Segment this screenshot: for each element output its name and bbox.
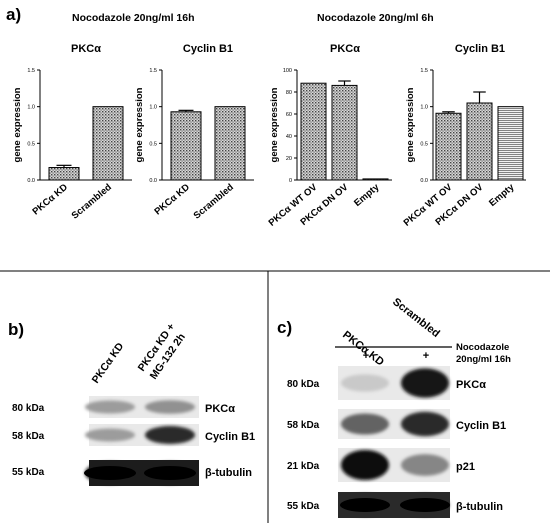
band xyxy=(401,368,449,398)
lane-label: PKCα KD xyxy=(340,329,386,369)
chart-1: PKCα gene expression 0.0 0.5 1.0 1.5 PKCα KD Sc… xyxy=(12,43,132,222)
bar xyxy=(300,82,327,181)
band xyxy=(400,498,450,512)
band xyxy=(341,374,389,392)
panel-label-c: c) xyxy=(277,318,292,337)
x-tick-label: Empty xyxy=(487,181,517,209)
bar xyxy=(497,106,524,181)
band xyxy=(85,428,135,442)
y-tick-label: 0.0 xyxy=(420,178,428,184)
y-tick-label: 1.0 xyxy=(27,105,35,111)
plus-sign: + xyxy=(423,350,429,362)
y-tick-label: 1.0 xyxy=(149,105,157,111)
y-axis-label: gene expression xyxy=(269,87,280,162)
band xyxy=(145,400,195,414)
band xyxy=(401,454,449,476)
y-tick-label: 1.5 xyxy=(27,68,35,74)
y-tick-label: 0.5 xyxy=(420,141,428,147)
bar xyxy=(435,112,462,181)
mw-label: 58 kDa xyxy=(12,431,45,442)
mw-label: 80 kDa xyxy=(287,379,320,390)
chart-title: Cyclin B1 xyxy=(183,43,233,55)
plus-sign: + xyxy=(363,350,369,362)
y-tick-label: 0.0 xyxy=(27,178,35,184)
treatment-label: 20ng/ml 16h xyxy=(456,354,511,365)
bar xyxy=(48,167,80,181)
heading-right: Nocodazole 20ng/ml 6h xyxy=(317,12,434,24)
protein-label: β-tubulin xyxy=(205,467,252,479)
protein-label: Cyclin B1 xyxy=(456,420,506,432)
lane-label: Scrambled xyxy=(390,296,442,340)
protein-label: PKCα xyxy=(456,379,486,391)
y-tick-label: 0.5 xyxy=(27,141,35,147)
x-tick-label: Empty xyxy=(352,181,382,209)
y-axis-label: gene expression xyxy=(405,87,416,162)
heading-left: Nocodazole 20ng/ml 16h xyxy=(72,12,195,24)
treatment-label: Nocodazole xyxy=(456,342,509,353)
protein-label: β-tubulin xyxy=(456,501,503,513)
y-tick-label: 40 xyxy=(286,134,292,140)
y-tick-label: 100 xyxy=(283,68,292,74)
y-tick-label: 1.5 xyxy=(149,68,157,74)
band xyxy=(341,413,389,435)
band xyxy=(145,426,195,444)
band xyxy=(340,498,390,512)
y-tick-label: 60 xyxy=(286,112,292,118)
bar xyxy=(92,106,124,181)
band xyxy=(401,411,449,437)
chart-title: PKCα xyxy=(71,43,101,55)
chart-title: PKCα xyxy=(330,43,360,55)
band xyxy=(84,466,136,480)
mw-label: 58 kDa xyxy=(287,420,320,431)
protein-label: Cyclin B1 xyxy=(205,431,255,443)
lane-label: PKCα KD xyxy=(90,340,127,385)
y-axis-label: gene expression xyxy=(12,87,23,162)
y-tick-label: 0.5 xyxy=(149,141,157,147)
y-tick-label: 20 xyxy=(286,156,292,162)
mw-label: 55 kDa xyxy=(287,501,320,512)
mw-label: 21 kDa xyxy=(287,461,320,472)
y-tick-label: 1.0 xyxy=(420,105,428,111)
y-tick-label: 80 xyxy=(286,90,292,96)
x-tick-label: PKCα KD xyxy=(30,182,70,218)
mw-label: 80 kDa xyxy=(12,403,45,414)
chart-2: Cyclin B1 gene expression 0.0 0.5 1.0 1.5 PKCα… xyxy=(134,43,254,222)
bar xyxy=(214,106,246,181)
x-tick-label: Scrambled xyxy=(192,182,236,222)
y-tick-label: 0 xyxy=(289,178,292,184)
bar xyxy=(466,102,493,181)
panel-label-b: b) xyxy=(8,320,24,339)
mw-label: 55 kDa xyxy=(12,467,45,478)
x-tick-label: PKCα KD xyxy=(152,182,192,218)
bar xyxy=(170,111,202,181)
protein-label: p21 xyxy=(456,461,475,473)
bar xyxy=(362,178,389,181)
y-tick-label: 1.5 xyxy=(420,68,428,74)
band xyxy=(144,466,196,480)
band xyxy=(341,450,389,480)
y-axis-label: gene expression xyxy=(134,87,145,162)
protein-label: PKCα xyxy=(205,403,235,415)
bar xyxy=(331,84,358,181)
y-tick-label: 0.0 xyxy=(149,178,157,184)
band xyxy=(85,400,135,414)
panel-label-a: a) xyxy=(6,5,21,24)
chart-title: Cyclin B1 xyxy=(455,43,505,55)
x-tick-label: Scrambled xyxy=(70,182,114,222)
